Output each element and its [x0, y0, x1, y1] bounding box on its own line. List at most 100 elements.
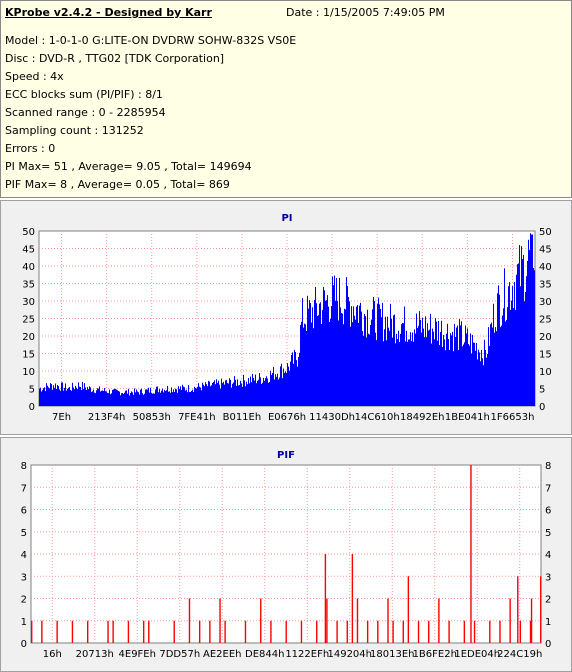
pi-bar [189, 392, 190, 406]
x-tick-label: 1B6FE2h [413, 649, 457, 660]
pi-bar [212, 382, 213, 406]
pi-bar [534, 270, 535, 406]
pif-spike [448, 620, 450, 643]
pi-bar [229, 378, 230, 406]
pi-bar [447, 323, 448, 406]
pi-bar [113, 389, 114, 406]
pi-bar [215, 384, 216, 406]
pi-bar [71, 390, 72, 406]
pi-bar [340, 307, 341, 406]
y-tick-label-left: 8 [21, 461, 27, 472]
pi-bar [377, 303, 378, 406]
pi-bar [214, 380, 215, 406]
pi-bar [78, 382, 79, 406]
pi-bar [288, 366, 289, 406]
pi-bar [483, 365, 484, 406]
x-tick-label: 224C19h [497, 649, 542, 660]
y-tick-label-right: 35 [539, 280, 552, 291]
pi-bar [265, 378, 266, 406]
pi-bar [136, 389, 137, 406]
pi-bar [207, 386, 208, 406]
pi-bar [236, 385, 237, 406]
pi-bar [55, 383, 56, 406]
pi-bar [454, 323, 455, 406]
pi-bar [198, 383, 199, 406]
pi-bar [86, 390, 87, 406]
pi-bar [413, 341, 414, 406]
pi-bar [142, 393, 143, 406]
pi-bar [175, 388, 176, 406]
pi-bar [174, 391, 175, 406]
pi-bar [328, 306, 329, 406]
pi-bar [79, 386, 80, 406]
pi-bar [183, 386, 184, 406]
pi-bar [195, 388, 196, 406]
pi-bar [521, 246, 522, 406]
pi-bar [98, 388, 99, 406]
pif-spike [392, 620, 394, 643]
pi-bar [501, 325, 502, 406]
pif-spike [499, 620, 501, 643]
x-tick-label: 18013Eh [370, 649, 414, 660]
pif-spike [86, 620, 89, 643]
pi-bar [312, 307, 313, 406]
pi-bar [346, 277, 347, 406]
pi-bar [363, 335, 364, 406]
pi-bar [327, 295, 328, 406]
pi-bar [133, 394, 134, 406]
pi-bar [233, 382, 234, 406]
pi-bar [295, 351, 296, 406]
pif-spike [41, 620, 43, 643]
pi-bar [62, 382, 63, 406]
pif-spike [224, 620, 226, 643]
pi-bar [278, 379, 279, 406]
pi-bar [450, 333, 451, 406]
pi-bar [353, 306, 354, 406]
pif-spike [473, 620, 476, 643]
pi-bar [431, 343, 432, 406]
pi-bar [357, 305, 358, 406]
y-tick-label-left: 5 [21, 528, 27, 539]
pi-bar [219, 384, 220, 406]
pi-bar [191, 390, 192, 406]
pif-spike [112, 620, 114, 643]
pi-bar [366, 337, 367, 406]
pi-bar [329, 322, 330, 406]
pi-bar [173, 389, 174, 406]
pi-bar [464, 342, 465, 406]
pi-bar [231, 387, 232, 406]
pi-bar [433, 331, 434, 406]
pi-bar [414, 329, 415, 406]
pi-bar [348, 296, 349, 406]
pi-bar [239, 384, 240, 406]
pi-bar [359, 305, 360, 406]
pi-bar [121, 393, 122, 406]
pi-bar [102, 390, 103, 406]
y-tick-label-right: 0 [539, 402, 545, 413]
pi-bar [166, 390, 167, 406]
pif-spike [517, 576, 519, 643]
pi-bar [361, 311, 362, 406]
y-tick-label-right: 5 [539, 385, 545, 396]
pi-bar [305, 324, 306, 406]
pi-bar [58, 386, 59, 406]
pif-spike [142, 620, 145, 643]
pi-bar [386, 340, 387, 406]
pi-bar [92, 391, 93, 406]
y-tick-label-right: 3 [545, 572, 551, 583]
pi-bar [205, 382, 206, 406]
pi-bar [480, 361, 481, 406]
pi-bar [253, 377, 254, 406]
pif-chart: PIF 0 0 1 1 2 2 3 3 4 4 5 5 6 6 7 7 8 8 16h 20713h 4E9FEh 7DD5… [21, 450, 552, 660]
pi-bar [283, 368, 284, 406]
pif-spike [530, 598, 533, 643]
pi-bar [456, 327, 457, 406]
pi-bar [72, 382, 73, 406]
pi-bar [95, 393, 96, 406]
pi-bar [262, 382, 263, 406]
pi-bar [75, 385, 76, 406]
pi-bar [162, 388, 163, 406]
pif-spike [407, 576, 410, 643]
pi-bar [499, 294, 500, 406]
pi-bar [510, 309, 511, 406]
